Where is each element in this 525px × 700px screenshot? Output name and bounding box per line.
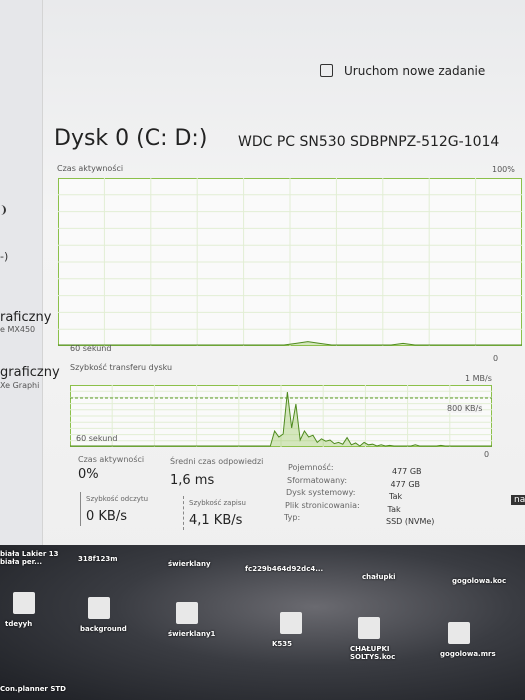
desktop-icon-image — [176, 602, 198, 624]
sidebar-item[interactable]: graficzny — [0, 365, 60, 380]
edge-text: nap — [511, 495, 525, 505]
graph-max-label: 100% — [492, 165, 515, 174]
transfer-graph — [70, 385, 492, 447]
desktop-icon-label[interactable]: gogolowa.koc — [452, 577, 507, 585]
property-label: Typ: — [284, 513, 301, 522]
sidebar-bracket: -) — [0, 250, 9, 263]
new-task-icon — [320, 64, 333, 77]
graph-mid-label: 800 KB/s — [447, 404, 483, 413]
stat-label: Szybkość zapisu — [189, 499, 246, 507]
desktop-icon-image — [280, 612, 302, 634]
sidebar-item-sub: e MX450 — [0, 325, 36, 334]
desktop-icon-label[interactable]: biała Lakier 13 biała per... — [0, 550, 59, 566]
activity-graph — [58, 178, 522, 346]
sidebar-item-sub: Xe Graphi — [0, 381, 40, 390]
disk-model: WDC PC SN530 SDBPNPZ-512G-1014 — [238, 134, 500, 150]
stat-divider — [183, 496, 184, 530]
property-value: 477 GB — [392, 467, 422, 476]
graph-line — [70, 391, 492, 447]
stat-label: Czas aktywności — [78, 455, 145, 464]
desktop-icon-label[interactable]: chałupki — [362, 573, 396, 581]
desktop-icon-label[interactable]: świerklany1 — [168, 630, 216, 638]
desktop: biała Lakier 13 biała per... 318f123m świe… — [0, 545, 525, 700]
desktop-icon-label[interactable]: 318f123m — [78, 555, 118, 563]
task-manager-window: -) raficzny e MX450 graficzny Xe Graphi … — [0, 0, 525, 560]
property-value: Tak — [387, 504, 401, 514]
property-value: 477 GB — [390, 479, 421, 489]
property-label: Dysk systemowy: — [286, 488, 356, 497]
desktop-icon-label[interactable]: background — [80, 625, 127, 633]
property-value: Tak — [389, 492, 403, 501]
property-value: SSD (NVMe) — [386, 517, 435, 526]
desktop-icon-label[interactable]: tdeyyh — [5, 620, 33, 628]
desktop-icon-label[interactable]: CHAŁUPKI SOLTYS.koc — [350, 645, 396, 661]
desktop-icon-label[interactable]: gogolowa.mrs — [440, 650, 496, 658]
desktop-icon-image — [13, 592, 35, 614]
sidebar-bracket — [0, 205, 6, 215]
new-task-button[interactable]: Uruchom nowe zadanie — [344, 64, 486, 78]
desktop-icon-image — [88, 597, 110, 619]
graph-line — [58, 341, 522, 346]
graph-time-label: 60 sekund — [76, 434, 118, 443]
sidebar — [0, 0, 43, 560]
stat-value: 0% — [78, 467, 99, 482]
stat-divider — [80, 492, 81, 526]
property-label: Sformatowany: — [287, 475, 348, 485]
stat-label: Szybkość odczytu — [86, 495, 149, 503]
graph-min-label: 0 — [484, 450, 490, 459]
property-label: Plik stronicowania: — [285, 500, 360, 510]
graph-max-label: 1 MB/s — [465, 374, 492, 383]
desktop-icon-image — [358, 617, 380, 639]
stat-value: 0 KB/s — [86, 509, 127, 524]
desktop-icon-label[interactable]: K535 — [272, 640, 293, 648]
graph-label: Szybkość transferu dysku — [70, 363, 173, 372]
graph-min-label: 0 — [493, 354, 499, 363]
desktop-icon-label[interactable]: fc229b464d92dc4... — [245, 565, 324, 573]
desktop-icon-label[interactable]: świerklany — [168, 560, 211, 568]
stat-label: Średni czas odpowiedzi — [170, 457, 264, 466]
desktop-icon-image — [448, 622, 470, 644]
stat-value: 4,1 KB/s — [189, 513, 243, 528]
sidebar-item[interactable]: raficzny — [0, 310, 52, 325]
stat-value: 1,6 ms — [170, 473, 215, 488]
disk-title: Dysk 0 (C: D:) — [54, 126, 208, 151]
property-label: Pojemność: — [288, 463, 334, 472]
desktop-icon-label[interactable]: Con.planner STD — [0, 685, 66, 693]
graph-label: Czas aktywności — [57, 164, 124, 173]
graph-time-label: 60 sekund — [70, 344, 112, 353]
